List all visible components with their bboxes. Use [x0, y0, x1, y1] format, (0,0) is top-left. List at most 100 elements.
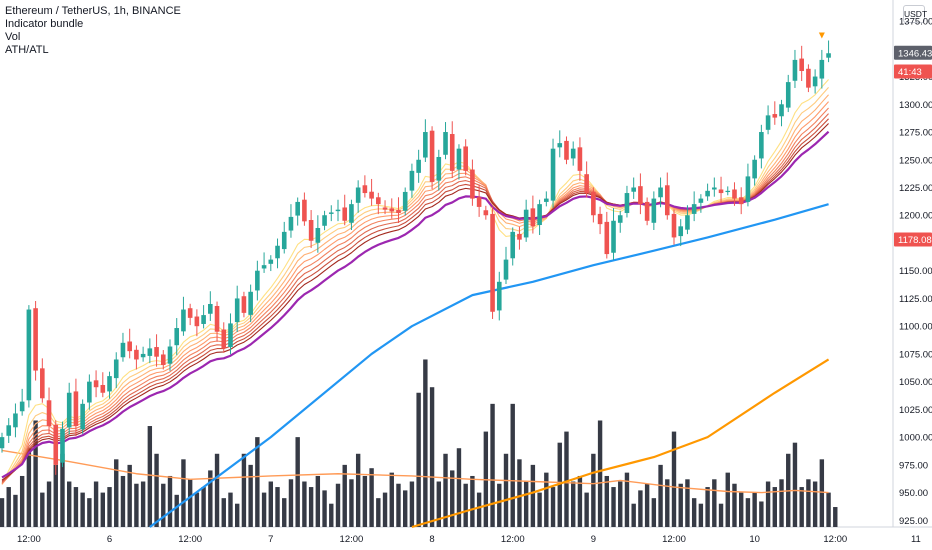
- volume-bar: [571, 481, 576, 527]
- volume-bar: [0, 498, 5, 527]
- volume-bar: [154, 453, 159, 527]
- candle-body: [584, 174, 589, 194]
- volume-bar: [268, 481, 273, 527]
- volume-bar: [194, 492, 200, 527]
- volume-bar: [476, 492, 482, 527]
- volume-bar: [228, 492, 233, 527]
- volume-bar: [114, 459, 119, 527]
- candle-body: [826, 53, 831, 58]
- ma-orange-line: [411, 358, 830, 529]
- currency-button[interactable]: USDT: [903, 5, 927, 23]
- volume-bar: [282, 498, 287, 527]
- price-tick-label: 1225.00: [899, 183, 932, 194]
- candle-body: [376, 197, 381, 205]
- volume-bar: [443, 453, 448, 527]
- volume-label[interactable]: Vol: [5, 31, 21, 43]
- ema-purple-line: [1, 130, 830, 479]
- indicator-bundle-label[interactable]: Indicator bundle: [5, 18, 84, 30]
- candle-body: [160, 354, 166, 366]
- candle-body: [93, 380, 99, 388]
- volume-bar: [772, 487, 777, 527]
- volume-bar: [779, 479, 784, 527]
- price-tick-label: 1150.00: [899, 266, 932, 277]
- candle-body: [362, 185, 368, 194]
- volume-bar: [174, 494, 179, 527]
- candle-body: [503, 259, 509, 280]
- candle-body: [140, 353, 146, 358]
- price-tick-label: 1125.00: [899, 294, 932, 305]
- volume-bar: [295, 437, 300, 527]
- price-tick-label: 1250.00: [899, 155, 932, 166]
- volume-bar: [80, 492, 85, 527]
- candle-body: [523, 209, 529, 238]
- candle-body: [308, 220, 314, 241]
- volume-bar: [308, 487, 314, 527]
- candle-body: [604, 221, 610, 255]
- volume-bar: [470, 475, 475, 527]
- candle-body: [66, 392, 72, 428]
- volume-bar: [792, 442, 798, 527]
- volume-bar: [100, 492, 105, 527]
- volume-bar: [618, 481, 623, 527]
- price-tick-label: 1025.00: [899, 405, 932, 416]
- candle-body: [335, 209, 341, 212]
- volume-bar: [678, 483, 683, 527]
- volume-bar: [369, 468, 374, 527]
- volume-bar: [355, 453, 361, 527]
- volume-bar: [638, 490, 643, 527]
- candle-body: [268, 259, 274, 264]
- volume-bar: [611, 487, 616, 527]
- candle-body: [234, 298, 240, 323]
- time-tick-label: 7: [268, 534, 273, 545]
- candle-body: [261, 265, 267, 269]
- volume-bar: [248, 464, 253, 527]
- volume-bar: [120, 475, 126, 527]
- volume-bar: [456, 448, 462, 527]
- volume-bar: [181, 459, 186, 527]
- volume-bar: [329, 503, 334, 527]
- volume-bar: [436, 481, 441, 527]
- volume-bar: [335, 483, 341, 527]
- candle-body: [537, 204, 542, 226]
- time-tick-label: 12:00: [823, 534, 847, 545]
- ema-ribbon-line: [1, 123, 829, 481]
- time-tick-label: 12:00: [178, 534, 202, 545]
- price-tick-label: 1075.00: [899, 349, 932, 360]
- candle-body: [248, 291, 253, 315]
- candle-body: [409, 170, 415, 191]
- candle-body: [113, 359, 119, 379]
- volume-bar: [819, 459, 825, 527]
- volume-bar: [732, 483, 737, 527]
- candle-body: [19, 401, 25, 412]
- candle-body: [611, 220, 616, 253]
- candle-body: [436, 156, 442, 181]
- volume-bar: [429, 387, 435, 527]
- ema-ribbon-line: [1, 101, 829, 485]
- candle-body: [33, 308, 38, 371]
- volume-bar: [463, 483, 468, 527]
- countdown-tag: 41:43: [898, 67, 922, 78]
- candle-body: [302, 199, 307, 222]
- last-price-tag-bg: [894, 45, 932, 60]
- volume-bar: [342, 464, 347, 527]
- candle-body: [544, 198, 549, 202]
- volume-bar: [376, 498, 381, 527]
- volume-bar: [718, 503, 724, 527]
- candle-body: [208, 303, 213, 314]
- ema-ribbon-line: [1, 113, 829, 483]
- price-tick-label: 1050.00: [899, 377, 932, 388]
- candle-body: [328, 212, 334, 214]
- volume-bar: [497, 483, 502, 527]
- ath-atl-label[interactable]: ATH/ATL: [5, 44, 49, 56]
- candle-body: [799, 58, 804, 72]
- candle-body: [147, 348, 153, 356]
- candle-body: [120, 342, 126, 358]
- volume-bar: [46, 481, 52, 527]
- price-tick-label: 950.00: [899, 488, 928, 499]
- candle-body: [691, 204, 697, 214]
- symbol-title[interactable]: Ethereum / TetherUS, 1h, BINANCE: [5, 5, 181, 17]
- candle-body: [644, 201, 650, 221]
- candle-body: [26, 309, 32, 401]
- candle-body: [40, 368, 45, 399]
